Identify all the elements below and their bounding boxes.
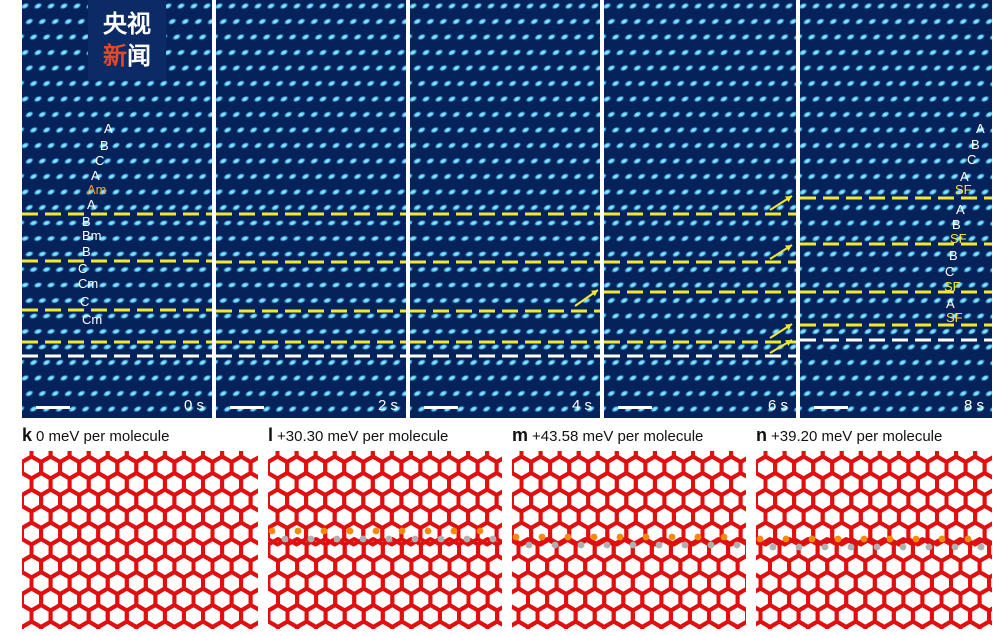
bonds <box>512 451 746 629</box>
stack-label: B <box>82 214 91 229</box>
lattice-spots <box>604 2 796 413</box>
stack-label: A <box>976 121 985 136</box>
stack-label: Cm <box>78 276 99 291</box>
bonds <box>22 451 258 629</box>
lattice-spots <box>22 2 212 413</box>
micrograph-8s: 8 s <box>800 0 992 418</box>
stack-label: B <box>949 248 958 263</box>
atoms <box>268 527 497 543</box>
time-label: 8 s <box>963 397 984 414</box>
stack-label: B <box>952 217 961 232</box>
stack-label: B <box>100 138 109 153</box>
panel-letter: k <box>22 425 33 445</box>
stack-label: SF <box>950 231 967 246</box>
time-label: 6 s <box>767 397 788 414</box>
lattice-image <box>22 451 258 629</box>
stack-label: B <box>82 244 91 259</box>
lattice-spots <box>410 2 600 413</box>
bonds <box>268 451 502 629</box>
stack-label: A <box>91 168 100 183</box>
micrograph-6s: 6 s <box>604 0 796 418</box>
lattice-spots <box>800 2 992 413</box>
model-caption: n +39.20 meV per molecule <box>756 425 942 446</box>
stack-label: C <box>95 153 105 168</box>
scale-bar <box>814 406 848 409</box>
logo-line-2: 新闻 <box>88 40 166 72</box>
panel-letter: m <box>512 425 529 445</box>
lattice-image <box>512 451 746 629</box>
energy-label: +30.30 meV per molecule <box>277 428 449 445</box>
stack-label: C <box>78 261 88 276</box>
stack-label: C <box>945 264 955 279</box>
model-m: m +43.58 meV per molecule <box>512 425 746 629</box>
stack-label: A <box>87 197 96 212</box>
stack-label: A <box>104 121 113 136</box>
atoms <box>512 533 741 549</box>
stack-label: Bm <box>82 228 102 243</box>
energy-label: 0 meV per molecule <box>36 428 170 445</box>
stack-label: C <box>967 152 977 167</box>
stack-label: C <box>80 294 90 309</box>
stack-label: Cm <box>82 312 103 327</box>
time-label: 0 s <box>183 397 204 414</box>
stack-label: B <box>971 137 980 152</box>
stack-label: SF <box>955 182 972 197</box>
atoms <box>756 535 985 551</box>
logo-char-accent: 新 <box>103 42 127 70</box>
scale-bar <box>424 406 458 409</box>
lattice-spots <box>216 2 406 413</box>
micrograph-image <box>216 0 406 418</box>
scale-bar <box>618 406 652 409</box>
logo-line-1: 央视 <box>103 10 151 38</box>
lattice-image <box>268 451 502 629</box>
time-label: 4 s <box>571 397 592 414</box>
logo-char: 闻 <box>127 42 151 70</box>
model-caption: m +43.58 meV per molecule <box>512 425 703 446</box>
time-label: 2 s <box>377 397 398 414</box>
stack-label: A <box>946 296 955 311</box>
stack-label: SF <box>944 279 961 294</box>
energy-label: +43.58 meV per molecule <box>532 428 704 445</box>
bonds <box>756 451 992 629</box>
stack-label: Am <box>87 182 107 197</box>
energy-label: +39.20 meV per molecule <box>771 428 943 445</box>
micrograph-image <box>410 0 600 418</box>
model-caption: l +30.30 meV per molecule <box>268 425 448 446</box>
cctv-news-logo: 央视 新闻 <box>88 0 166 80</box>
stack-label: SF <box>946 310 963 325</box>
micrograph-image <box>604 0 796 418</box>
stack-label: A <box>960 169 969 184</box>
model-n: n +39.20 meV per molecule <box>756 425 992 629</box>
panel-letter: n <box>756 425 767 445</box>
model-l: l +30.30 meV per molecule <box>268 425 502 629</box>
micrograph-2s: 2 s <box>216 0 406 418</box>
micrograph-image <box>800 0 992 418</box>
lattice-image <box>756 451 992 629</box>
stack-label: A <box>956 202 965 217</box>
micrograph-4s: 4 s <box>410 0 600 418</box>
panel-letter: l <box>268 425 274 445</box>
scale-bar <box>230 406 264 409</box>
scale-bar <box>36 406 70 409</box>
